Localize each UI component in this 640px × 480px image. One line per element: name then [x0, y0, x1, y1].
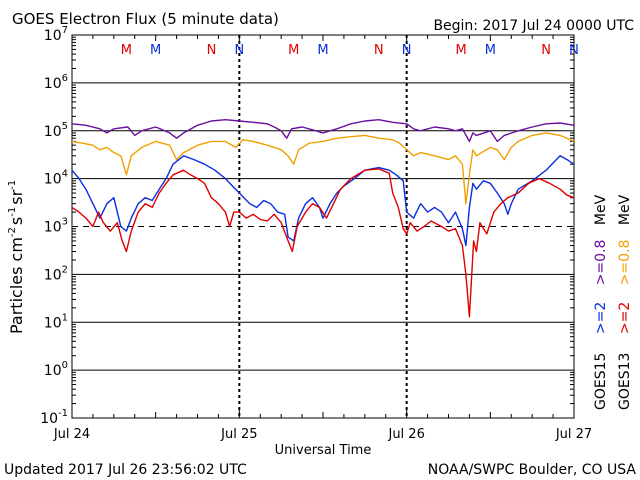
y-axis-label: Particles cm-2s-1sr-1 [7, 180, 26, 334]
x-axis-label: Universal Time [275, 443, 372, 458]
legend-goes15-unit: MeV [593, 194, 609, 225]
credit-label: NOAA/SWPC Boulder, CO USA [428, 462, 637, 478]
series-line-orange [71, 132, 575, 205]
legend: GOES15 >=2 >=0.8 MeV GOES13 >=2 >=0.8 Me… [593, 194, 633, 410]
begin-time-label: Begin: 2017 Jul 24 0000 UTC [433, 18, 634, 34]
y-tick-label-2: 105 [44, 121, 68, 140]
flux-series [71, 119, 575, 318]
y-tick-label-6: 101 [44, 312, 68, 331]
legend-group-goes13: GOES13 >=2 >=0.8 MeV [617, 194, 633, 410]
plot-area [71, 34, 575, 419]
y-tick-label-5: 102 [44, 264, 68, 283]
series-line-red [71, 168, 575, 318]
mn-marker-n-10: N [541, 43, 551, 58]
legend-goes13-ge08: >=0.8 [617, 240, 633, 286]
x-tick-label-0: Jul 24 [53, 427, 90, 442]
legend-goes13-name: GOES13 [617, 353, 633, 410]
x-axis-tick-labels: Jul 24 Jul 25 Jul 26 Jul 27 [53, 427, 592, 442]
mn-marker-m-4: M [288, 43, 299, 58]
y-tick-label-4: 103 [44, 217, 68, 236]
mn-marker-m-8: M [455, 43, 466, 58]
legend-goes15-ge2: >=2 [593, 302, 609, 334]
y-tick-label-7: 100 [44, 360, 68, 379]
mn-marker-n-2: N [207, 43, 217, 58]
legend-goes15-ge08: >=0.8 [593, 240, 609, 286]
day-divider-lines [71, 35, 575, 418]
y-tick-label-8: 10-1 [40, 408, 68, 427]
mn-marker-n-7: N [402, 43, 412, 58]
y-axis-tick-labels: 107 106 105 104 103 102 101 100 10-1 [40, 25, 68, 427]
legend-group-goes15: GOES15 >=2 >=0.8 MeV [593, 194, 609, 410]
mn-marker-n-11: N [569, 43, 579, 58]
updated-timestamp: Updated 2017 Jul 26 23:56:02 UTC [4, 462, 247, 478]
grid-lines [72, 36, 574, 405]
mn-marker-m-1: M [150, 43, 161, 58]
y-tick-label-1: 106 [44, 73, 68, 92]
chart-title: GOES Electron Flux (5 minute data) [12, 10, 279, 28]
x-tick-label-2: Jul 26 [387, 427, 424, 442]
mn-marker-m-9: M [485, 43, 496, 58]
mn-marker-m-5: M [317, 43, 328, 58]
y-tick-label-0: 107 [44, 25, 68, 44]
legend-goes13-ge2: >=2 [617, 302, 633, 334]
mn-marker-m-0: M [121, 43, 132, 58]
x-tick-label-1: Jul 25 [220, 427, 257, 442]
legend-goes13-unit: MeV [617, 194, 633, 225]
y-tick-label-3: 104 [44, 169, 68, 188]
series-line-purple [71, 119, 575, 143]
legend-goes15-name: GOES15 [593, 353, 609, 410]
x-tick-label-3: Jul 27 [555, 427, 592, 442]
mn-marker-n-3: N [234, 43, 244, 58]
mn-marker-n-6: N [374, 43, 384, 58]
